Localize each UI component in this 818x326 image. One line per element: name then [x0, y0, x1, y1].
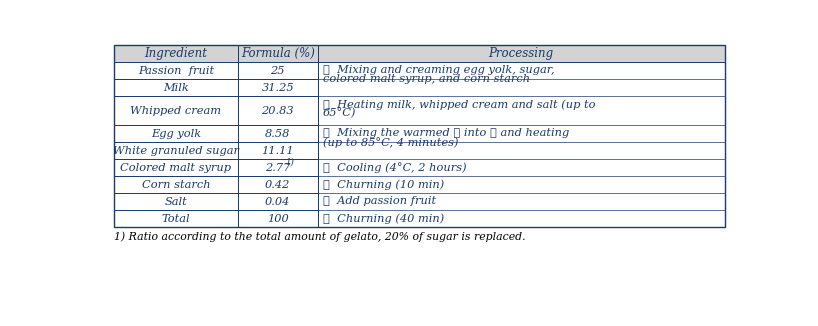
Text: 1): 1) [285, 158, 294, 167]
Bar [238, 62, 317, 79]
Text: colored malt syrup, and corn starch: colored malt syrup, and corn starch [323, 74, 530, 84]
Bar [114, 62, 238, 79]
Text: ⑦  Churning (40 min): ⑦ Churning (40 min) [323, 213, 444, 224]
Text: ②  Heating milk, whipped cream and salt (up to: ② Heating milk, whipped cream and salt (… [323, 99, 596, 110]
Bar [114, 79, 238, 96]
Bar [114, 126, 238, 142]
Bar [114, 45, 725, 227]
Text: Processing: Processing [488, 47, 554, 60]
Bar [317, 45, 725, 62]
Text: Passion  fruit: Passion fruit [137, 66, 214, 76]
Text: ①  Mixing and creaming egg yolk, sugar,: ① Mixing and creaming egg yolk, sugar, [323, 65, 555, 75]
Bar [114, 142, 238, 159]
Bar [238, 159, 317, 176]
Bar [114, 176, 238, 193]
Text: Salt: Salt [164, 197, 187, 207]
Text: Milk: Milk [163, 82, 189, 93]
Bar [238, 210, 317, 227]
Text: Total: Total [162, 214, 191, 224]
Text: ⑥  Add passion fruit: ⑥ Add passion fruit [323, 196, 436, 206]
Bar [238, 193, 317, 210]
Bar [114, 210, 238, 227]
Text: 100: 100 [267, 214, 289, 224]
Text: ⑤  Churning (10 min): ⑤ Churning (10 min) [323, 179, 444, 190]
Text: Whipped cream: Whipped cream [130, 106, 222, 116]
Text: 2.77: 2.77 [265, 163, 290, 173]
Text: 11.11: 11.11 [262, 146, 294, 156]
Text: Corn starch: Corn starch [142, 180, 210, 190]
Text: White granuled sugar: White granuled sugar [113, 146, 239, 156]
Text: 1) Ratio according to the total amount of gelato, 20% of sugar is replaced.: 1) Ratio according to the total amount o… [114, 231, 525, 242]
Text: Formula (%): Formula (%) [240, 47, 315, 60]
Text: ③  Mixing the warmed ② into ① and heating: ③ Mixing the warmed ② into ① and heating [323, 128, 569, 139]
Text: 25: 25 [271, 66, 285, 76]
Text: 65°C): 65°C) [323, 108, 357, 119]
Text: ④  Cooling (4°C, 2 hours): ④ Cooling (4°C, 2 hours) [323, 162, 467, 173]
Text: Colored malt syrup: Colored malt syrup [120, 163, 231, 173]
Text: Egg yolk: Egg yolk [151, 129, 201, 139]
Text: (up to 85°C, 4 minutes): (up to 85°C, 4 minutes) [323, 137, 459, 148]
Bar [114, 96, 238, 126]
Bar [114, 193, 238, 210]
Text: 0.04: 0.04 [265, 197, 290, 207]
Bar [238, 45, 317, 62]
Bar [317, 62, 725, 227]
Text: 8.58: 8.58 [265, 129, 290, 139]
Text: 0.42: 0.42 [265, 180, 290, 190]
Bar [238, 176, 317, 193]
Text: 31.25: 31.25 [262, 82, 294, 93]
Text: 20.83: 20.83 [262, 106, 294, 116]
Bar [238, 126, 317, 142]
Bar [114, 45, 238, 62]
Bar [114, 159, 238, 176]
Bar [238, 79, 317, 96]
Bar [238, 142, 317, 159]
Bar [238, 96, 317, 126]
Text: Ingredient: Ingredient [144, 47, 208, 60]
